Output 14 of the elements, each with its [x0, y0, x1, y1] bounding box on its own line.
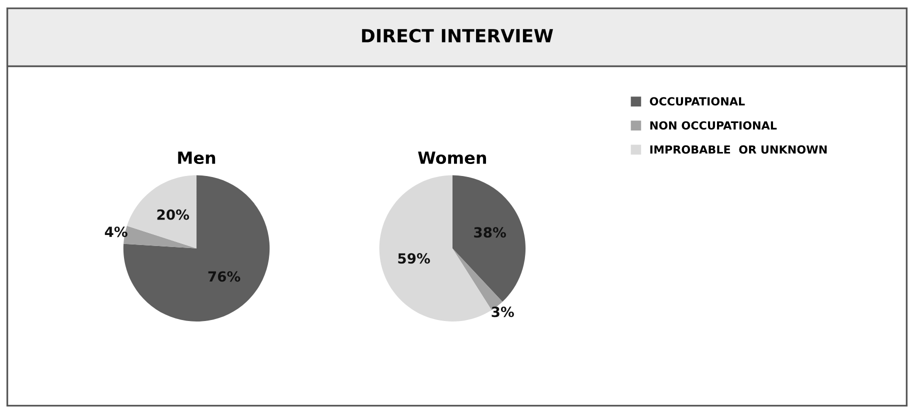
legend-label: IMPROBABLE OR UNKNOWN [650, 145, 827, 154]
legend-label: NON OCCUPATIONAL [650, 121, 777, 130]
pie-slice [452, 175, 526, 302]
text: DIRECT INTERVIEW [362, 28, 553, 42]
data-label: 3% [492, 306, 514, 318]
data-label: 20% [157, 209, 190, 220]
data-label: 38% [474, 227, 506, 238]
legend-label: OCCUPATIONAL [650, 97, 745, 106]
data-label: 4% [104, 226, 128, 238]
data-label: 59% [398, 253, 430, 264]
text: Men [178, 152, 216, 164]
chart-title: Women [418, 152, 486, 164]
pie-slice [126, 175, 197, 248]
data-label: 76% [208, 271, 240, 282]
